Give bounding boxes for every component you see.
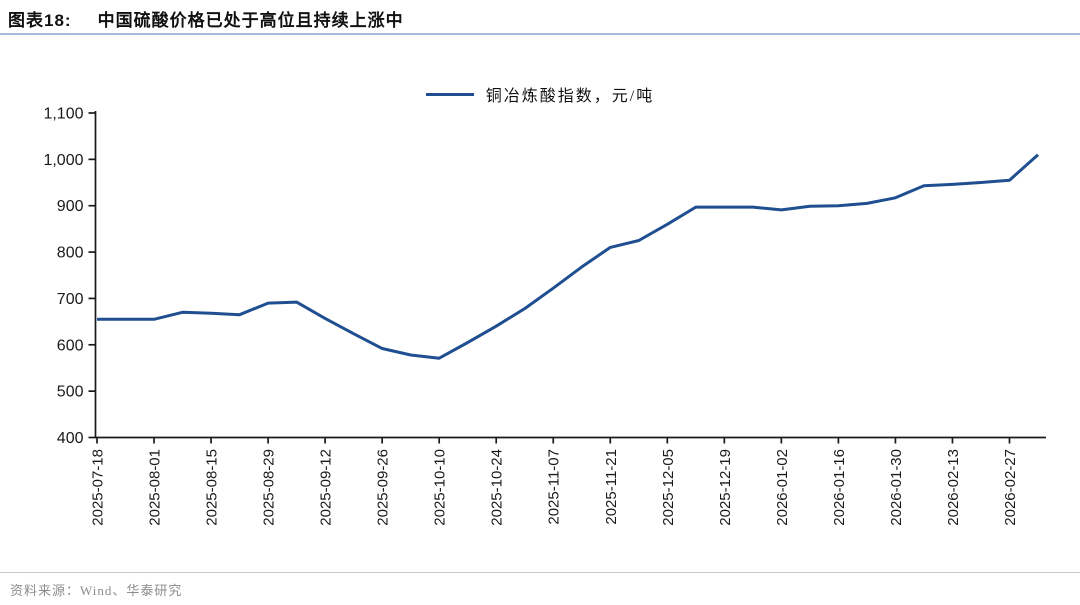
svg-text:2025-11-21: 2025-11-21 (603, 449, 620, 525)
line-chart-plot: 400 500 600 700 800 900 1,000 1,100 2025-07-18 20… (43, 106, 1046, 526)
footer-divider (0, 572, 1080, 573)
figure-number-label: 图表18: (8, 11, 72, 30)
svg-text:2025-10-24: 2025-10-24 (489, 449, 506, 526)
svg-text:2025-09-12: 2025-09-12 (318, 449, 335, 526)
svg-text:2025-10-10: 2025-10-10 (432, 449, 449, 526)
svg-text:500: 500 (57, 384, 84, 401)
svg-text:1,000: 1,000 (43, 152, 83, 169)
svg-text:2026-01-30: 2026-01-30 (888, 449, 905, 526)
svg-text:2026-01-02: 2026-01-02 (774, 449, 791, 526)
svg-text:2025-09-26: 2025-09-26 (375, 449, 392, 526)
legend-line-marker (425, 92, 474, 96)
svg-text:900: 900 (57, 198, 84, 215)
svg-text:2025-12-19: 2025-12-19 (717, 449, 734, 526)
svg-text:2025-08-01: 2025-08-01 (147, 449, 164, 526)
svg-text:2025-12-05: 2025-12-05 (660, 449, 677, 526)
figure-title: 中国硫酸价格已处于高位且持续上涨中 (97, 11, 404, 30)
svg-text:2025-11-07: 2025-11-07 (546, 449, 563, 525)
chart-legend: 铜冶炼酸指数，元/吨 (0, 82, 1080, 106)
svg-text:2025-08-15: 2025-08-15 (204, 449, 221, 526)
svg-text:2026-02-27: 2026-02-27 (1002, 449, 1019, 526)
svg-text:400: 400 (57, 430, 84, 447)
svg-text:600: 600 (57, 337, 84, 354)
svg-text:2025-07-18: 2025-07-18 (90, 449, 107, 526)
svg-text:800: 800 (57, 245, 84, 262)
svg-text:2025-08-29: 2025-08-29 (261, 449, 278, 526)
source-note: 资料来源：Wind、华泰研究 (10, 583, 183, 598)
svg-text:1,100: 1,100 (43, 106, 83, 123)
svg-text:2026-01-16: 2026-01-16 (831, 449, 848, 526)
title-underline (0, 33, 1080, 35)
svg-text:2026-02-13: 2026-02-13 (945, 449, 962, 526)
svg-text:700: 700 (57, 291, 84, 308)
legend-series-label: 铜冶炼酸指数，元/吨 (485, 88, 655, 105)
figure-header: 图表18: 中国硫酸价格已处于高位且持续上涨中 (8, 6, 1072, 31)
